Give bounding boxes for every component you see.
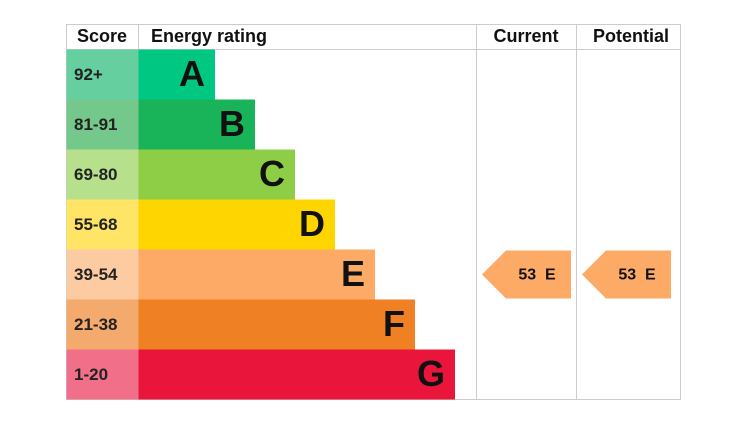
rating-letter: E [545,267,556,284]
score-cell [66,249,139,300]
rating-bar [138,249,375,300]
score-label: 1-20 [74,365,108,384]
score-cell [66,349,139,400]
rating-bar [138,349,455,400]
header-potential: Potential [593,26,669,46]
score-cell [66,49,139,100]
rating-letter: B [219,103,245,144]
score-label: 21-38 [74,315,117,334]
header-current: Current [493,26,558,46]
rating-letter: E [341,253,365,294]
rating-arrow-label: 53 E [618,267,656,284]
score-label: 92+ [74,65,103,84]
rating-value: 53 [518,267,536,284]
rating-bar [138,299,415,350]
score-label: 55-68 [74,215,117,234]
rating-arrow [482,250,571,299]
rating-bar [138,49,215,100]
rating-arrow-label: 53 E [518,267,556,284]
score-cell [66,149,139,200]
rating-letter: E [645,267,656,284]
rating-bar [138,99,255,150]
rating-bar [138,149,295,200]
score-cell [66,299,139,350]
rating-letter: G [417,353,445,394]
header-rating: Energy rating [151,26,267,46]
rating-letter: F [383,303,405,344]
score-label: 69-80 [74,165,117,184]
rating-bar [138,199,335,250]
score-label: 81-91 [74,115,117,134]
header-score: Score [77,26,127,46]
rating-letter: A [179,53,205,94]
score-cell [66,199,139,250]
score-cell [66,99,139,150]
rating-arrow [582,250,671,299]
score-label: 39-54 [74,265,118,284]
rating-letter: C [259,153,285,194]
rating-letter: D [299,203,325,244]
rating-value: 53 [618,267,636,284]
